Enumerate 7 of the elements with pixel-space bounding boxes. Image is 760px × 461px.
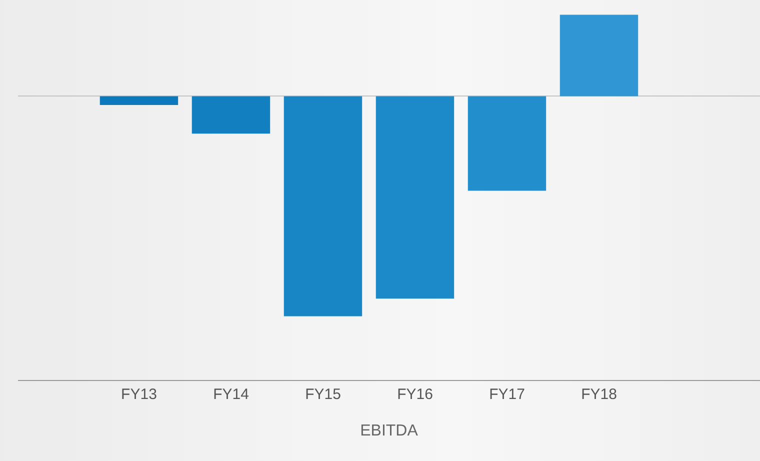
x-tick-label: FY17 (489, 386, 525, 403)
x-tick-label: FY15 (305, 386, 341, 403)
x-tick-label: FY14 (213, 386, 249, 403)
x-tick-label: FY16 (397, 386, 433, 403)
x-axis-title: EBITDA (360, 422, 418, 440)
x-tick-label: FY18 (581, 386, 617, 403)
x-tick-label: FY13 (121, 386, 157, 403)
